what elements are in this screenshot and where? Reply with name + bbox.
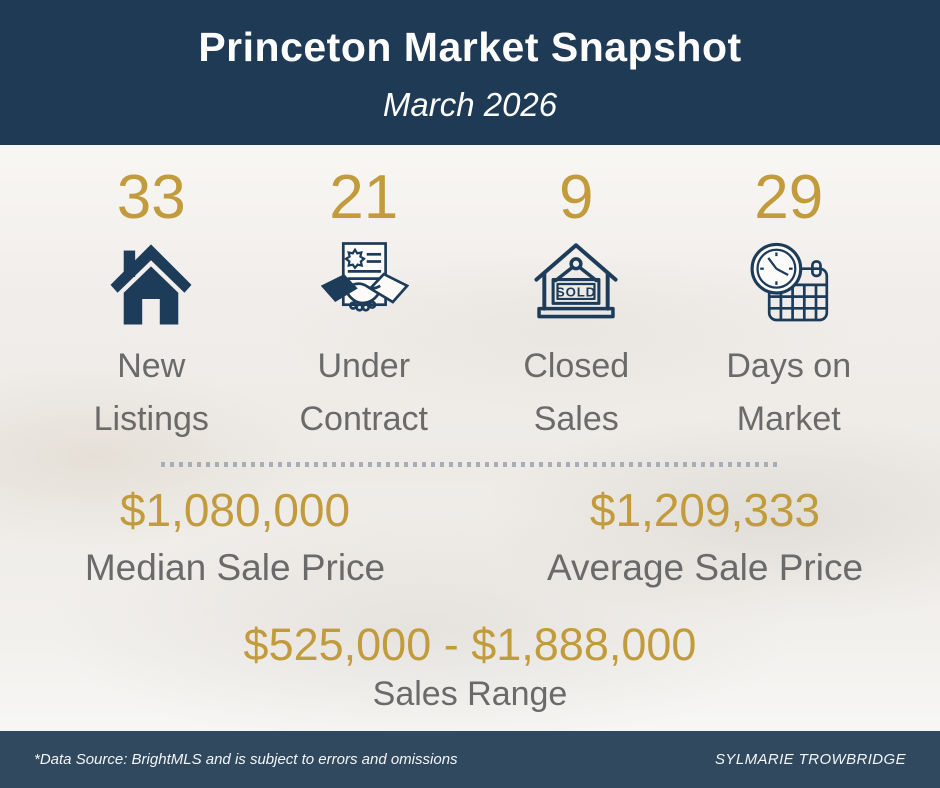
new-listings-label-line1: New xyxy=(117,347,186,386)
median-sale-price-label: Median Sale Price xyxy=(84,547,386,589)
under-contract-label: Under Contract xyxy=(258,340,471,446)
price-summary-row: $1,080,000 Median Sale Price $1,209,333 … xyxy=(0,483,940,589)
footer-bar: *Data Source: BrightMLS and is subject t… xyxy=(0,731,940,788)
under-contract-label-line1: Under xyxy=(317,347,411,386)
closed-sales-label-line1: Closed xyxy=(523,347,630,386)
page-title: Princeton Market Snapshot xyxy=(198,24,742,70)
handshake-contract-icon xyxy=(258,238,471,330)
closed-sales-value: 9 xyxy=(559,163,594,232)
under-contract-value: 21 xyxy=(329,163,399,232)
agent-name: SYLMARIE TROWBRIDGE xyxy=(715,751,906,768)
days-on-market-value: 29 xyxy=(754,163,824,232)
dotted-divider xyxy=(161,462,779,468)
days-on-market-label: Days on Market xyxy=(683,340,896,446)
closed-sales-label: Closed Sales xyxy=(470,340,683,446)
sales-range-block: $525,000 - $1,888,000 Sales Range xyxy=(0,619,940,714)
new-listings-value: 33 xyxy=(116,163,186,232)
stat-days-on-market: 29 xyxy=(683,165,896,446)
median-sale-price-block: $1,080,000 Median Sale Price xyxy=(0,483,470,589)
stat-under-contract: 21 xyxy=(258,165,471,446)
stat-new-listings: 33 New Listings xyxy=(45,165,258,446)
days-on-market-label-line1: Days on xyxy=(726,347,852,386)
page-subtitle: March 2026 xyxy=(382,86,558,123)
days-on-market-label-line2: Market xyxy=(736,400,841,439)
header-banner: Princeton Market Snapshot March 2026 xyxy=(0,0,940,145)
sales-range-value: $525,000 - $1,888,000 xyxy=(243,619,697,671)
stat-closed-sales: 9 SOLD Closed Sales xyxy=(470,165,683,446)
average-sale-price-block: $1,209,333 Average Sale Price xyxy=(470,483,940,589)
new-listings-label: New Listings xyxy=(45,340,258,446)
clock-calendar-icon xyxy=(683,238,896,330)
under-contract-label-line2: Contract xyxy=(299,400,429,439)
sales-range-label: Sales Range xyxy=(372,675,568,714)
closed-sales-label-line2: Sales xyxy=(533,400,619,439)
sold-sign-icon: SOLD xyxy=(470,238,683,330)
home-icon xyxy=(45,238,258,330)
stats-row: 33 New Listings 21 xyxy=(45,165,895,446)
sold-sign-text: SOLD xyxy=(556,284,596,299)
median-sale-price-value: $1,080,000 xyxy=(119,484,351,537)
data-source-disclaimer: *Data Source: BrightMLS and is subject t… xyxy=(34,751,458,768)
new-listings-label-line2: Listings xyxy=(93,400,209,439)
average-sale-price-value: $1,209,333 xyxy=(589,484,821,537)
average-sale-price-label: Average Sale Price xyxy=(546,547,864,589)
